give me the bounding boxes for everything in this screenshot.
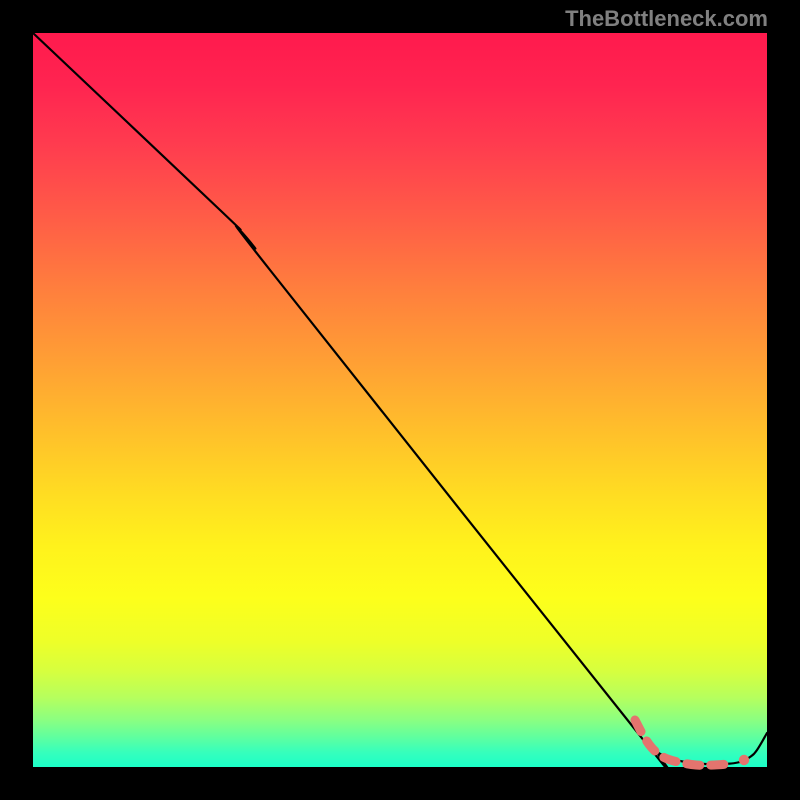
watermark-text: TheBottleneck.com [565,6,768,32]
plot-area [33,33,767,767]
chart-container: TheBottleneck.com [0,0,800,800]
